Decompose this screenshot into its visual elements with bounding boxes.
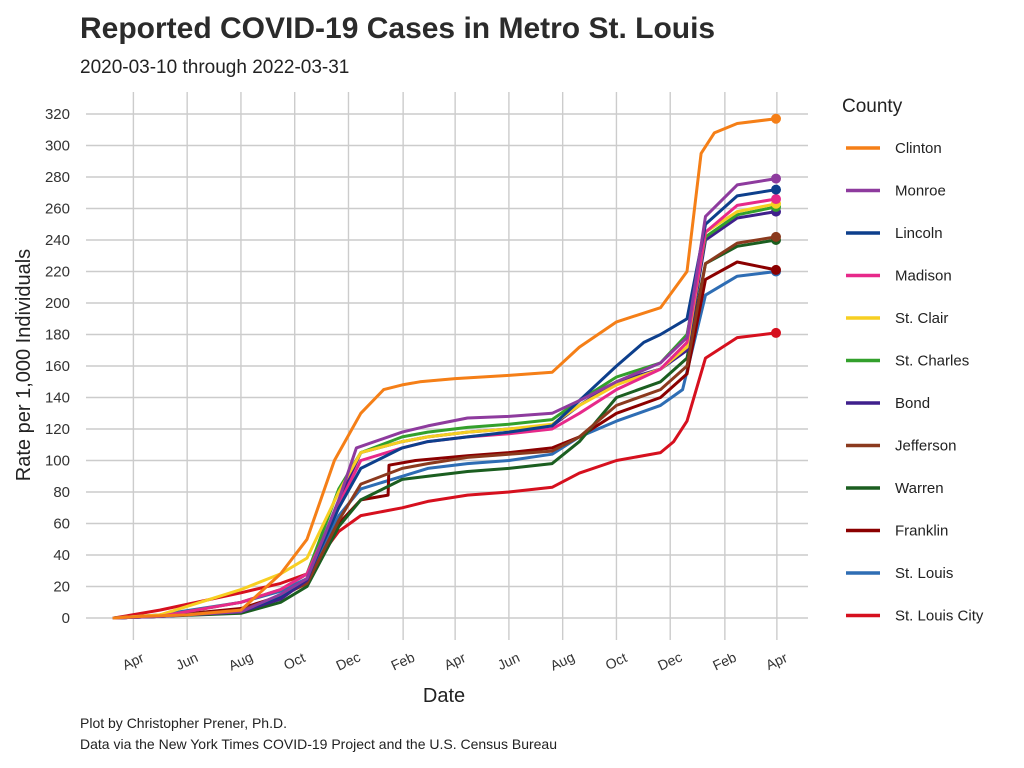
- legend-label: Monroe: [895, 183, 946, 200]
- y-tick-label: 80: [53, 484, 70, 501]
- x-tick-label: Oct: [603, 649, 630, 673]
- y-axis-title: Rate per 1,000 Individuals: [13, 249, 35, 481]
- legend: Clinton Monroe Lincoln Madison St. Clair St. …: [846, 140, 984, 625]
- y-tick-label: 320: [45, 106, 70, 123]
- series-line: [112, 210, 778, 620]
- x-axis-title: Date: [423, 685, 465, 707]
- background-series-line: [113, 205, 777, 620]
- y-tick-label: 220: [45, 264, 70, 281]
- y-tick-label: 260: [45, 201, 70, 218]
- series-lines: [112, 113, 781, 620]
- y-tick-label: 40: [53, 547, 70, 564]
- x-tick-label: Oct: [281, 649, 308, 673]
- series-endpoint: [771, 173, 781, 184]
- series-endpoint: [771, 264, 781, 275]
- legend-label: St. Clair: [895, 310, 948, 327]
- background-series-line: [113, 210, 777, 620]
- y-tick-label: 60: [53, 516, 70, 533]
- series-endpoint: [771, 327, 781, 338]
- x-tick-label: Dec: [655, 649, 684, 674]
- x-tick-label: Jun: [173, 649, 200, 673]
- background-series-line: [113, 235, 777, 620]
- y-tick-label: 160: [45, 358, 70, 375]
- legend-label: St. Louis: [895, 565, 953, 582]
- y-tick-label: 0: [62, 610, 70, 627]
- y-tick-label: 280: [45, 169, 70, 186]
- series-line: [112, 117, 778, 620]
- x-tick-label: Feb: [710, 649, 739, 674]
- y-tick-label: 100: [45, 453, 70, 470]
- y-tick-label: 20: [53, 579, 70, 596]
- legend-label: Clinton: [895, 140, 942, 157]
- x-tick-label: Apr: [441, 649, 468, 673]
- y-tick-label: 180: [45, 327, 70, 344]
- y-tick-label: 300: [45, 138, 70, 155]
- x-tick-label: Feb: [388, 649, 417, 674]
- y-tick-label: 140: [45, 390, 70, 407]
- x-tick-label: Dec: [333, 649, 362, 674]
- legend-label: Lincoln: [895, 225, 943, 242]
- grid: [86, 92, 808, 640]
- chart-title: Reported COVID-19 Cases in Metro St. Lou…: [80, 12, 715, 45]
- y-tick-label: 120: [45, 421, 70, 438]
- y-tick-labels: 0 20 40 60 80 100 120 140 160 180 200 220 240 260 280 3…: [45, 106, 70, 627]
- series-endpoint: [771, 231, 781, 242]
- series-endpoint: [771, 184, 781, 195]
- series-line: [112, 177, 778, 620]
- legend-title: County: [842, 96, 903, 117]
- caption-line-2: Data via the New York Times COVID-19 Pro…: [80, 736, 557, 752]
- background-series-line: [113, 188, 777, 620]
- series-line: [112, 188, 778, 620]
- legend-label: St. Charles: [895, 353, 969, 370]
- x-tick-label: Jun: [495, 649, 522, 673]
- legend-label: Bond: [895, 395, 930, 412]
- chart-subtitle: 2020-03-10 through 2022-03-31: [80, 57, 349, 78]
- series-line: [112, 202, 778, 620]
- legend-label: Warren: [895, 480, 944, 497]
- x-tick-labels: Apr Jun Aug Oct Dec Feb Apr Jun Aug Oct Dec Feb Apr: [120, 649, 790, 674]
- x-tick-label: Apr: [763, 649, 790, 673]
- y-tick-label: 200: [45, 295, 70, 312]
- background-series-line: [113, 177, 777, 620]
- caption-line-1: Plot by Christopher Prener, Ph.D.: [80, 715, 287, 731]
- x-tick-label: Apr: [120, 649, 147, 673]
- series-endpoint: [771, 113, 781, 124]
- background-series-line: [113, 202, 777, 620]
- series-line: [112, 331, 778, 620]
- y-tick-label: 240: [45, 232, 70, 249]
- legend-label: Franklin: [895, 523, 948, 540]
- series-line: [112, 205, 778, 620]
- legend-label: St. Louis City: [895, 608, 984, 625]
- series-line: [112, 270, 778, 620]
- x-tick-label: Aug: [226, 649, 255, 674]
- series-line: [112, 235, 778, 620]
- x-tick-label: Aug: [548, 649, 577, 674]
- legend-label: Jefferson: [895, 438, 956, 455]
- series-endpoint: [771, 194, 781, 205]
- legend-label: Madison: [895, 268, 952, 285]
